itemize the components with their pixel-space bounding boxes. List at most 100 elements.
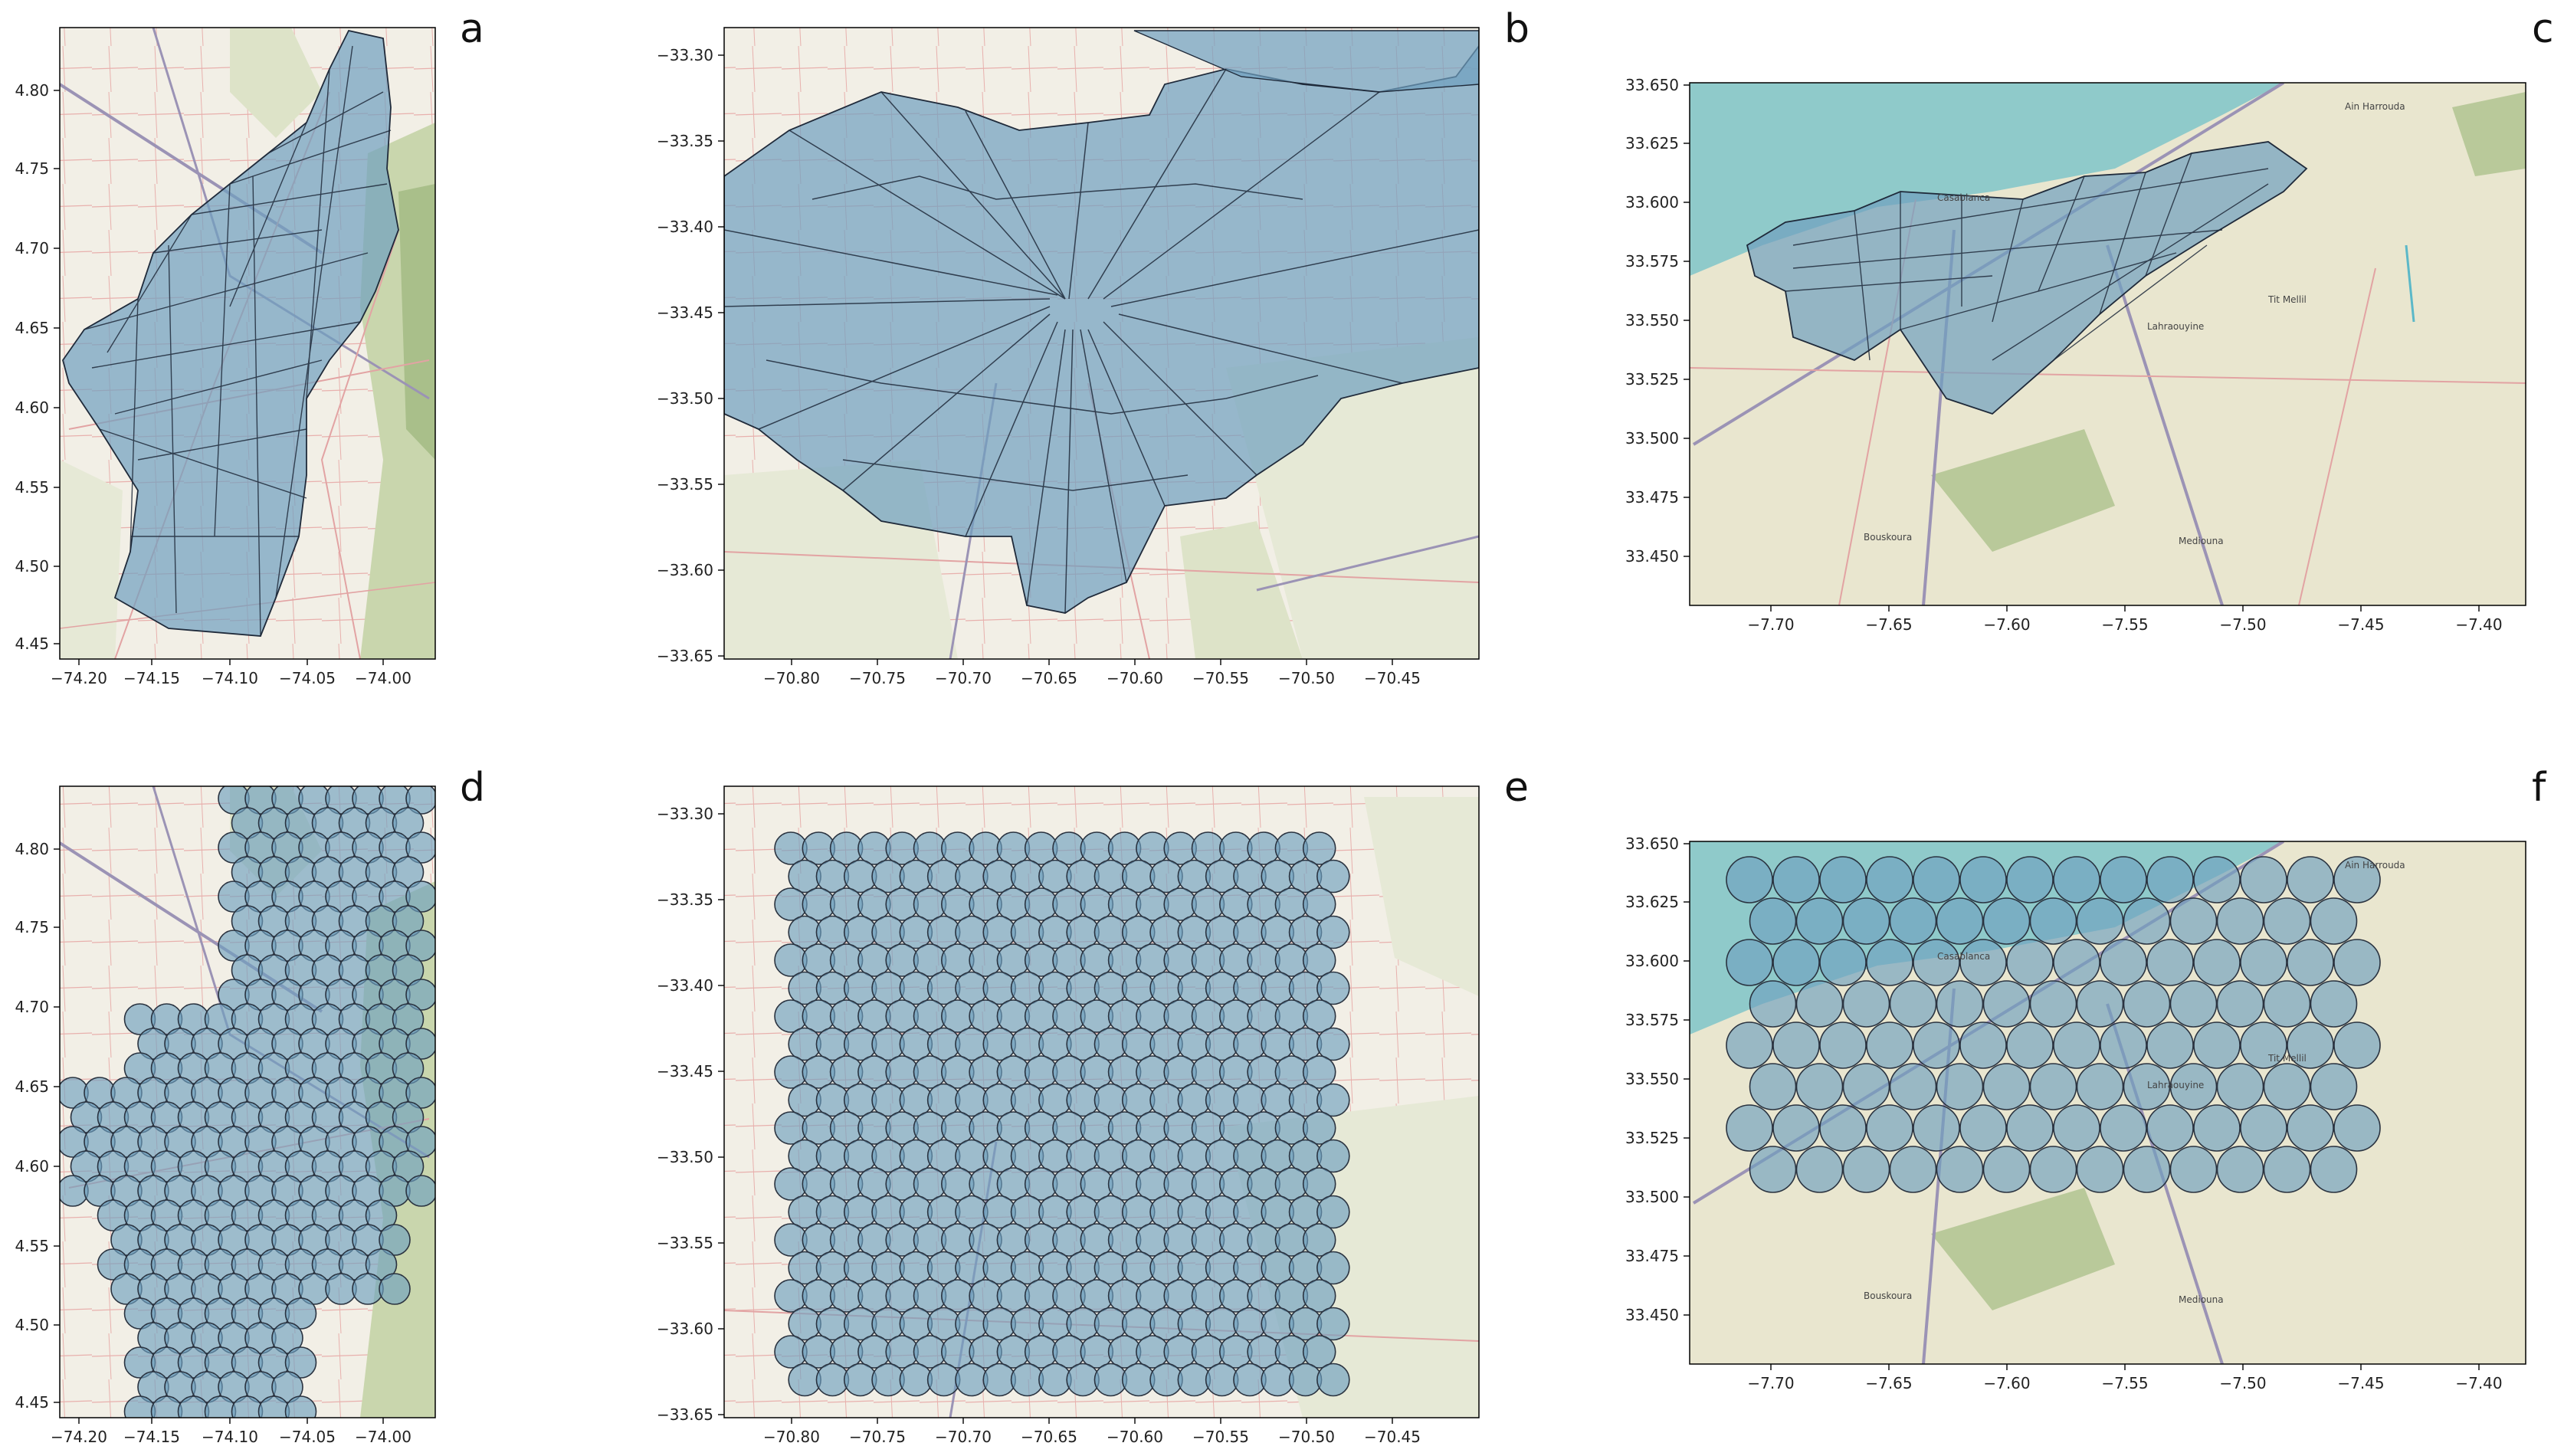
x-tick-label: −74.00 [355,669,411,687]
x-tick-label: −70.60 [1107,669,1163,687]
grid-circle [2240,856,2287,903]
grid-circle [1866,939,1913,986]
grid-circle [1936,1063,1984,1110]
grid-circle [177,1395,210,1418]
place-label: Tit Mellil [2267,294,2307,305]
grid-circle [2146,939,2194,986]
y-tick-label: 33.650 [1625,835,1679,853]
grid-circle [2169,980,2218,1028]
x-tick-label: −70.60 [1107,1428,1163,1446]
grid-circle [1316,1027,1350,1061]
circle-cells-e [774,831,1350,1397]
y-tick-label: 4.75 [15,918,49,936]
grid-circle [1866,856,1913,903]
x-tick-label: −74.15 [123,669,180,687]
y-tick-label: 4.80 [15,840,49,858]
grid-circle [1749,897,1797,945]
grid-circle [2076,1063,2124,1110]
grid-circle [2053,1104,2100,1152]
grid-circle [2333,1104,2381,1152]
y-tick-label: −33.65 [657,647,713,665]
axes-e: −70.80 −70.75 −70.70 −70.65 −70.60 −70.55 −70.… [657,805,1421,1446]
grid-circle [1982,980,2031,1028]
grid-circle [2216,1063,2264,1110]
grid-circle [2029,897,2077,945]
grid-circle [1795,1146,1844,1193]
grid-circle [2216,897,2264,945]
grid-circle [2006,856,2054,903]
grid-circle [1316,1251,1350,1285]
grid-circle [1302,1279,1336,1313]
y-tick-label: 33.575 [1625,1011,1679,1029]
x-tick-label: −70.45 [1364,1428,1421,1446]
grid-circle [1302,1111,1336,1145]
panel-letter-f: f [2532,765,2547,811]
y-tick-label: 4.80 [15,81,49,100]
y-tick-label: 4.50 [15,1316,49,1334]
grid-circle [2169,1063,2218,1110]
panel-letter-d: d [460,765,485,811]
y-tick-label: 33.600 [1625,952,1679,970]
panel-a: −74.20 −74.15 −74.10 −74.05 −74.00 4.45 4.50 4.… [15,6,484,687]
district-polygons-a [62,29,399,637]
grid-circle [1316,1195,1350,1229]
grid-circle [1866,1021,1913,1069]
grid-circle [2193,939,2241,986]
grid-circle [405,1175,435,1207]
grid-circle [1959,856,2007,903]
grid-circle [1302,999,1336,1033]
grid-circle [325,1273,357,1305]
grid-circle [365,1248,398,1281]
x-tick-label: −74.00 [355,1428,411,1446]
x-tick-label: −74.05 [279,1428,336,1446]
axes-d: −74.20 −74.15 −74.10 −74.05 −74.00 4.45 4.50 4.… [15,840,411,1446]
y-tick-label: 33.450 [1625,1306,1679,1324]
grid-circle [1749,1146,1797,1193]
x-tick-label: −7.55 [2101,615,2148,634]
grid-circle [2310,980,2358,1028]
grid-circle [1959,1021,2007,1069]
y-tick-label: 4.55 [15,478,49,497]
grid-circle [405,930,435,962]
grid-circle [2100,939,2147,986]
grid-circle [2287,939,2334,986]
grid-circle [1302,1055,1336,1089]
grid-circle [1842,1146,1890,1193]
grid-circle [1316,971,1350,1005]
y-tick-label: 4.45 [15,635,49,653]
grid-circle [2006,1104,2054,1152]
grid-circle [1316,1139,1350,1173]
x-tick-label: −70.50 [1278,1428,1335,1446]
y-tick-label: −33.40 [657,218,713,236]
grid-circle [2053,939,2100,986]
place-label: Mediouna [2179,536,2224,546]
x-tick-label: −7.65 [1865,1374,1912,1392]
grid-circle [271,1371,303,1403]
grid-circle [204,1395,237,1418]
x-tick-label: −70.55 [1192,1428,1249,1446]
x-tick-label: −70.55 [1192,669,1249,687]
grid-circle [405,831,435,864]
grid-circle [1842,897,1890,945]
x-tick-label: −70.50 [1278,669,1335,687]
place-label: Casablanca [1937,951,1990,962]
x-tick-label: −74.10 [202,1428,258,1446]
y-tick-label: 33.575 [1625,252,1679,271]
y-tick-label: 33.475 [1625,1247,1679,1265]
grid-circle [1302,831,1336,865]
grid-circle [1819,856,1867,903]
grid-circle [2240,1104,2287,1152]
x-tick-label: −7.45 [2337,1374,2384,1392]
panel-d: −74.20 −74.15 −74.10 −74.05 −74.00 4.45 4.50 4.… [15,765,485,1446]
grid-circle [1913,1104,1960,1152]
y-tick-label: 4.65 [15,319,49,337]
grid-circle [392,807,425,839]
x-tick-label: −70.80 [763,669,820,687]
x-tick-label: −70.65 [1021,669,1077,687]
grid-circle [123,1395,156,1418]
grid-circle [2193,1104,2241,1152]
x-tick-label: −70.75 [849,669,906,687]
grid-circle [2216,980,2264,1028]
grid-circle [231,1395,264,1418]
y-tick-label: −33.45 [657,303,713,322]
